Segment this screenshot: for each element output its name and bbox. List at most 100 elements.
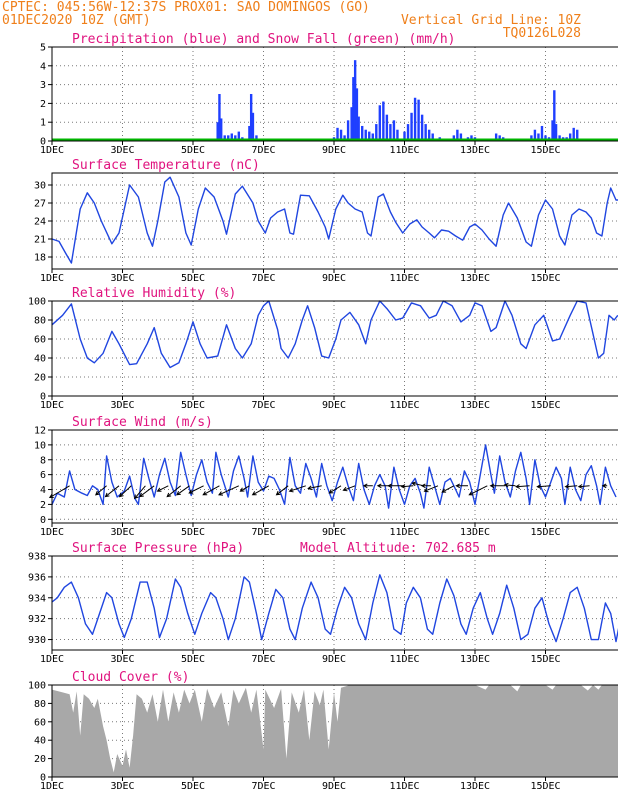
wind-arrow xyxy=(288,485,306,493)
x-tick-label: 3DEC xyxy=(110,273,134,284)
precip-bar xyxy=(551,120,554,141)
y-tick-label: 60 xyxy=(34,335,46,346)
precip-bar xyxy=(255,135,258,141)
precip-bar xyxy=(498,135,501,141)
wind-arrow xyxy=(166,485,182,498)
y-tick-label: 80 xyxy=(34,316,46,327)
x-tick-label: 5DEC xyxy=(181,781,205,792)
x-tick-label: 7DEC xyxy=(251,654,275,665)
wind-arrow xyxy=(133,485,146,500)
x-tick-label: 1DEC xyxy=(40,145,64,156)
precip-bar xyxy=(544,135,547,141)
precip-bar xyxy=(216,122,219,141)
y-tick-label: 5 xyxy=(40,43,46,54)
y-tick-label: 938 xyxy=(28,552,46,563)
wind-vectors xyxy=(48,481,608,500)
panel-title: Surface Pressure (hPa) xyxy=(72,541,244,556)
y-tick-label: 24 xyxy=(34,217,46,228)
wind-arrow xyxy=(601,483,608,489)
gridlines xyxy=(52,47,618,141)
wind-arrow xyxy=(423,485,439,493)
x-tick-label: 3DEC xyxy=(110,400,134,411)
precip-bar xyxy=(248,125,251,141)
x-tick-label: 5DEC xyxy=(181,654,205,665)
precip-bar xyxy=(357,116,360,141)
header-grid-line-note: Vertical Grid Line: 10Z xyxy=(401,13,581,28)
precip-bar xyxy=(336,127,339,141)
series-line xyxy=(51,444,617,509)
y-tick-label: 4 xyxy=(40,485,46,496)
x-tick-label: 1DEC xyxy=(40,781,64,792)
precip-bar xyxy=(364,129,367,141)
y-tick-label: 0 xyxy=(40,137,46,148)
panel-6: 0 20 40 60 80 100 1DEC 3DEC 5DEC 7DEC 9DEC 11DEC 13D… xyxy=(28,670,618,792)
plot-area xyxy=(52,556,618,650)
wind-arrow xyxy=(188,485,204,494)
x-tick-label: 13DEC xyxy=(460,145,490,156)
wind-arrow xyxy=(94,485,107,496)
wind-arrow xyxy=(118,485,132,498)
y-tick-label: 10 xyxy=(34,440,46,451)
y-tick-label: 930 xyxy=(28,635,46,646)
precip-bar xyxy=(227,135,230,141)
precip-bar xyxy=(533,129,537,141)
x-tick-label: 1DEC xyxy=(40,273,64,284)
x-tick-label: 15DEC xyxy=(530,145,560,156)
y-tick-label: 6 xyxy=(40,470,46,481)
precip-bar xyxy=(249,94,253,141)
y-tick-label: 18 xyxy=(34,253,46,264)
x-tick-label: 7DEC xyxy=(251,145,275,156)
y-tick-label: 60 xyxy=(34,717,46,728)
wind-arrow xyxy=(577,484,590,489)
precip-bar xyxy=(375,124,378,141)
wind-arrow xyxy=(176,485,190,496)
panel-title: Relative Humidity (%) xyxy=(72,286,236,301)
wind-arrow xyxy=(239,485,250,492)
precip-bar xyxy=(554,124,558,141)
header-station-line: CPTEC: 045:56W-12:37S PROX01: SAO DOMING… xyxy=(2,0,370,15)
plot-frame xyxy=(51,555,618,651)
wind-arrow xyxy=(251,485,270,496)
precip-bar xyxy=(540,125,544,141)
y-tick-label: 40 xyxy=(34,736,46,747)
panel-title: Precipitation (blue) and Snow Fall (gree… xyxy=(72,32,456,47)
y-tick-label: 30 xyxy=(34,181,46,192)
x-tick-label: 5DEC xyxy=(181,400,205,411)
wind-arrow xyxy=(420,483,431,489)
precip-bar xyxy=(406,124,410,141)
precip-bar xyxy=(251,112,255,141)
precip-bar xyxy=(343,135,346,141)
x-tick-label: 3DEC xyxy=(110,527,134,538)
wind-arrow xyxy=(307,485,322,491)
precip-bar xyxy=(218,94,221,141)
wind-arrow xyxy=(328,485,342,494)
y-tick-label: 2 xyxy=(40,500,46,511)
x-tick-label: 5DEC xyxy=(181,145,205,156)
plot-frame xyxy=(51,46,618,142)
y-tick-label: 8 xyxy=(40,455,46,466)
wind-arrow xyxy=(156,485,169,492)
precip-bar xyxy=(223,135,226,141)
precip-bar xyxy=(353,60,357,141)
precip-bar xyxy=(230,133,233,141)
wind-arrow xyxy=(376,483,389,489)
precip-bar xyxy=(234,135,237,141)
precip-bar xyxy=(237,131,241,141)
x-tick-label: 3DEC xyxy=(110,145,134,156)
x-tick-label: 5DEC xyxy=(181,527,205,538)
y-tick-label: 932 xyxy=(28,614,46,625)
precip-bar xyxy=(568,133,572,141)
x-tick-label: 11DEC xyxy=(389,654,419,665)
panel-annotation: Model Altitude: 702.685 m xyxy=(300,541,496,556)
x-tick-label: 9DEC xyxy=(322,145,346,156)
plot-frame xyxy=(51,429,618,524)
y-tick-label: 936 xyxy=(28,572,46,583)
precip-bar xyxy=(470,135,473,141)
header-model-id: TQ0126L028 xyxy=(503,26,581,41)
precip-bar xyxy=(456,129,459,141)
x-tick-label: 9DEC xyxy=(322,654,346,665)
wind-arrow xyxy=(503,482,516,488)
y-tick-label: 3 xyxy=(40,80,46,91)
precip-bar xyxy=(410,112,413,141)
precip-bar xyxy=(371,133,374,141)
